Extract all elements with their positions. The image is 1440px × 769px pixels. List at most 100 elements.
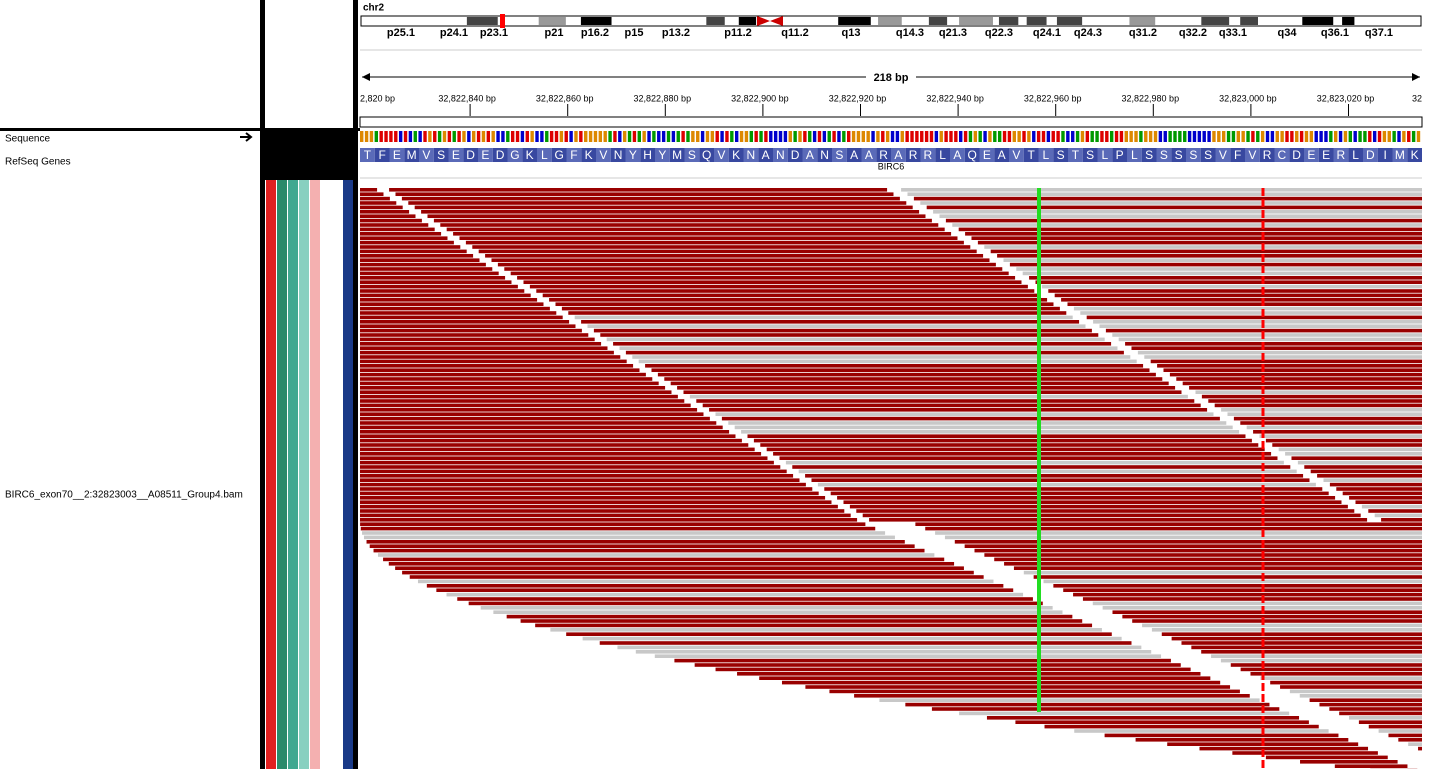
read xyxy=(1003,258,1422,262)
base xyxy=(1275,131,1279,142)
base xyxy=(1183,131,1187,142)
read xyxy=(360,394,678,399)
codon xyxy=(669,148,685,162)
read-row xyxy=(360,491,1422,496)
read xyxy=(1214,403,1422,408)
read xyxy=(974,548,1422,553)
read-row xyxy=(360,456,1422,460)
codon xyxy=(1215,148,1231,162)
amino-acid: N xyxy=(747,148,756,162)
read xyxy=(360,214,416,218)
base xyxy=(618,131,622,142)
read xyxy=(1053,584,1422,588)
read xyxy=(1289,689,1422,694)
read xyxy=(1035,280,1422,284)
read xyxy=(360,491,819,496)
read xyxy=(360,223,429,227)
read xyxy=(517,276,1016,280)
base xyxy=(467,131,471,142)
read-row xyxy=(360,188,1422,192)
track-name[interactable]: RefSeq Genes xyxy=(5,157,71,168)
codon xyxy=(610,148,626,162)
read xyxy=(759,676,1211,680)
read-row xyxy=(360,460,1422,465)
base xyxy=(710,131,715,142)
base xyxy=(472,131,476,142)
codon xyxy=(979,148,995,162)
read xyxy=(383,557,945,562)
read-row xyxy=(395,566,1422,570)
read xyxy=(944,535,1422,540)
cytoband-label: p24.1 xyxy=(440,27,468,39)
amino-acid: D xyxy=(1366,148,1375,162)
base xyxy=(847,131,851,142)
read xyxy=(360,518,858,522)
read-row xyxy=(360,236,1422,240)
base xyxy=(1270,131,1275,142)
amino-acid: E xyxy=(1322,148,1330,162)
read xyxy=(360,416,710,421)
read xyxy=(1142,623,1422,628)
ruler-label: 32,822,920 bp xyxy=(829,93,887,103)
track-name[interactable]: Sequence xyxy=(5,134,50,145)
base xyxy=(881,131,885,142)
read xyxy=(1211,654,1422,658)
amino-acid: V xyxy=(1248,148,1256,162)
read xyxy=(360,289,525,293)
base xyxy=(842,131,846,142)
amino-acid: F xyxy=(1234,148,1241,162)
read-row xyxy=(360,196,1422,201)
amino-acid: E xyxy=(1307,148,1315,162)
base xyxy=(1402,131,1406,142)
codon xyxy=(433,148,449,162)
read xyxy=(1151,628,1422,632)
read xyxy=(1309,698,1422,702)
amino-acid: L xyxy=(1352,148,1359,162)
strand-arrow[interactable] xyxy=(240,132,253,142)
base xyxy=(1061,131,1065,142)
base xyxy=(1387,131,1391,142)
amino-acid: S xyxy=(835,148,843,162)
read xyxy=(493,610,1063,614)
read-row xyxy=(360,311,1422,315)
codon xyxy=(537,148,552,162)
read xyxy=(1334,764,1408,768)
read xyxy=(862,513,1361,518)
ruler-label: 32,822,840 bp xyxy=(438,93,496,103)
cytoband-label: p15 xyxy=(625,27,644,39)
cytoband xyxy=(838,17,871,25)
read xyxy=(1063,588,1422,592)
read xyxy=(830,491,1329,496)
amino-acid: E xyxy=(481,148,489,162)
track-name[interactable]: BIRC6_exon70__2:32823003__A08511_Group4.… xyxy=(5,490,243,501)
base xyxy=(1368,131,1372,142)
codon xyxy=(640,148,655,162)
read xyxy=(504,267,1003,271)
read xyxy=(360,421,717,425)
ruler-label: 32,822,900 bp xyxy=(731,93,789,103)
read xyxy=(360,311,557,315)
codon xyxy=(1097,148,1113,162)
read xyxy=(997,254,1422,258)
read-row xyxy=(360,342,1422,346)
read xyxy=(360,368,640,372)
chromosome[interactable]: chr2 xyxy=(363,3,385,14)
base xyxy=(515,131,520,142)
read-row xyxy=(582,636,1422,641)
read-row xyxy=(360,482,1422,487)
base xyxy=(954,131,958,142)
read xyxy=(781,680,1221,685)
base xyxy=(1416,131,1421,142)
read xyxy=(360,240,454,245)
attribute xyxy=(277,180,287,769)
read xyxy=(1093,320,1422,324)
base xyxy=(817,131,822,142)
base xyxy=(1329,131,1333,142)
read xyxy=(360,496,826,500)
read xyxy=(702,403,1201,408)
read xyxy=(593,328,1092,333)
codon xyxy=(463,148,478,162)
base xyxy=(1163,131,1167,142)
read xyxy=(360,412,704,416)
